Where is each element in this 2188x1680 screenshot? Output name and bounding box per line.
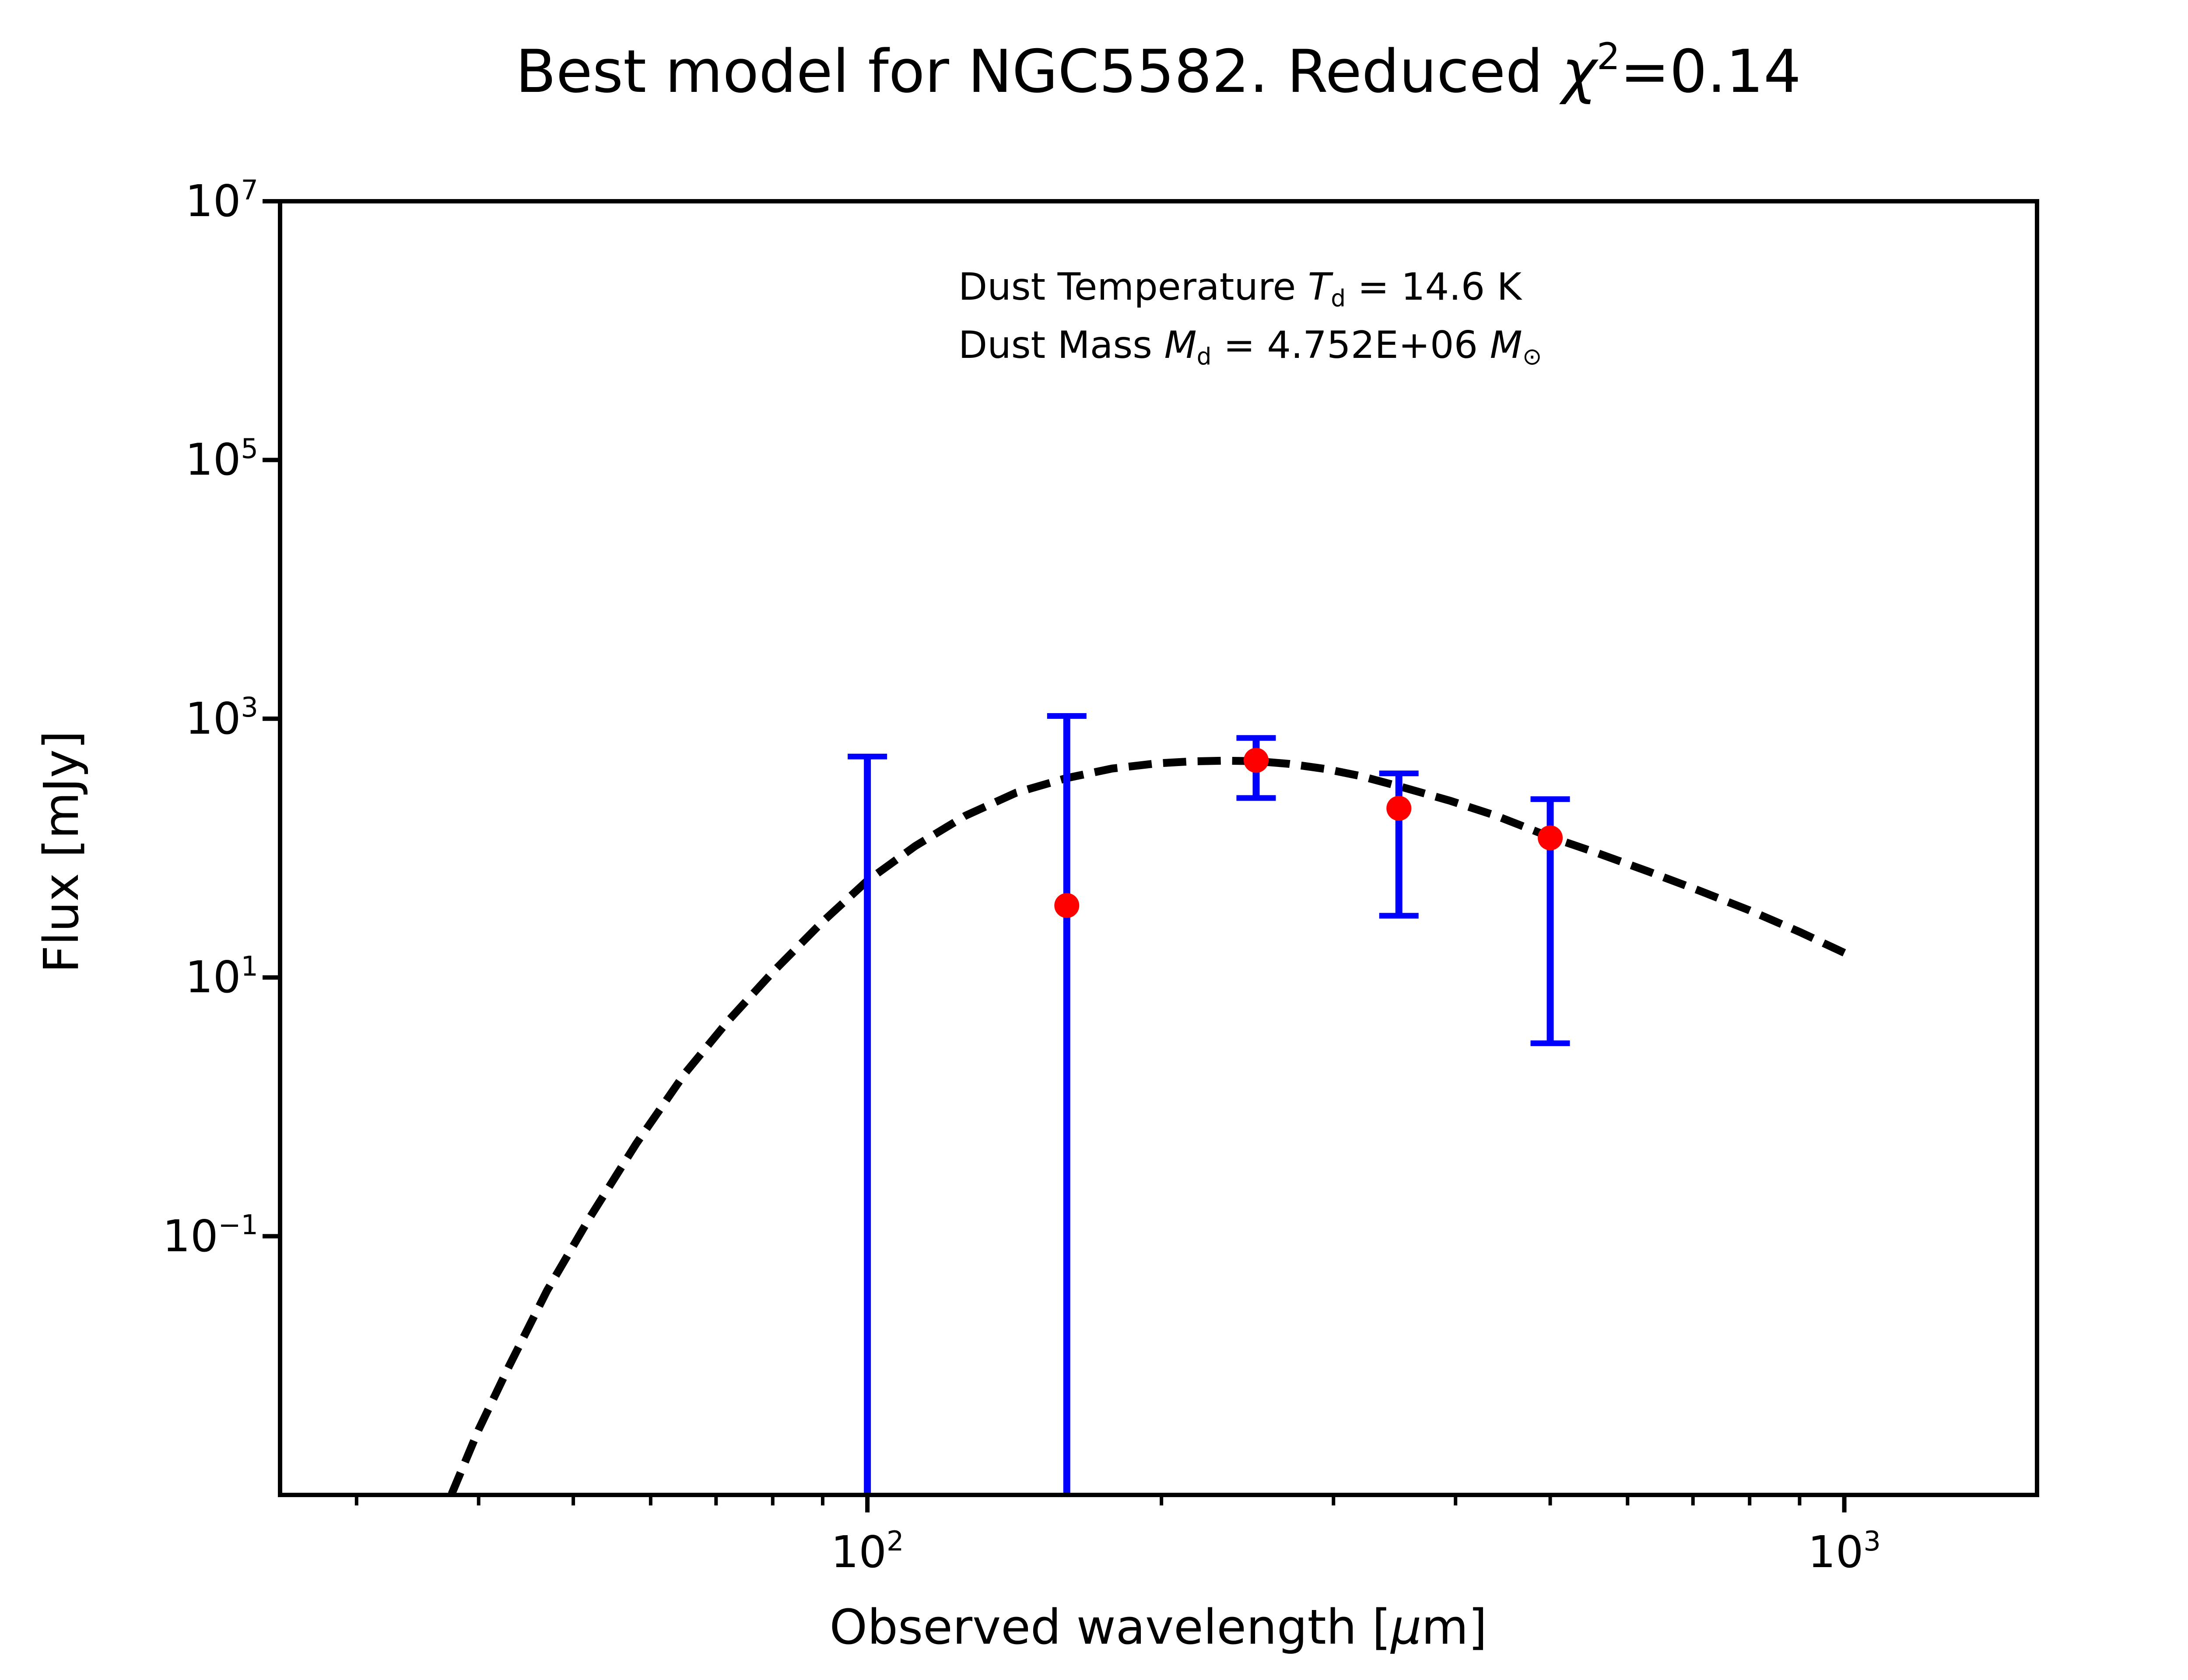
text-part: Observed wavelength [ [829,1599,1391,1655]
y-tick-label: 107 [185,174,258,227]
y-axis-label: Flux [mJy] [33,730,89,973]
chart-title: Best model for NGC5582. Reduced χ2=0.14 [283,35,2034,106]
x-tick-label: 103 [1808,1525,1881,1578]
text-part: 2 [1596,35,1620,78]
text-part: d [1331,284,1346,312]
text-part: =0.14 [1620,37,1801,106]
fit-annotation: Dust Temperature Td = 14.6 K Dust Mass M… [958,260,1542,377]
text-part: m] [1421,1599,1487,1655]
axes-spines [278,199,2039,1497]
y-tick-label: 10−1 [162,1209,258,1262]
x-tick-label: 102 [831,1525,904,1578]
x-axis-label: Observed wavelength [μm] [283,1599,2034,1655]
y-tick-label: 103 [185,691,258,744]
text-part: Best model for NGC5582. Reduced [515,37,1562,106]
text-part: = 14.6 K [1346,265,1522,309]
annotation-dust-temperature: Dust Temperature Td = 14.6 K [958,260,1542,318]
text-part: d [1196,343,1212,370]
data-layer [446,713,1846,1495]
model-curve [446,756,1846,1495]
y-tick-label: 105 [185,432,258,486]
text-part: M [1490,323,1522,367]
text-part: ⊙ [1522,343,1542,370]
annotation-dust-mass: Dust Mass Md = 4.752E+06 M⊙ [958,318,1542,377]
text-part: M [1164,323,1197,367]
data-point-marker [1386,796,1412,821]
y-tick-label: 101 [185,950,258,1003]
text-part: T [1308,265,1331,309]
data-point-marker [1538,825,1563,850]
text-part: χ [1562,37,1597,106]
text-part: Dust Mass [958,323,1164,367]
text-part: Dust Temperature [958,265,1308,309]
data-point-marker [1244,748,1269,773]
text-part: = 4.752E+06 [1211,323,1490,367]
text-part: μ [1391,1599,1422,1655]
data-point-marker [1054,893,1080,918]
